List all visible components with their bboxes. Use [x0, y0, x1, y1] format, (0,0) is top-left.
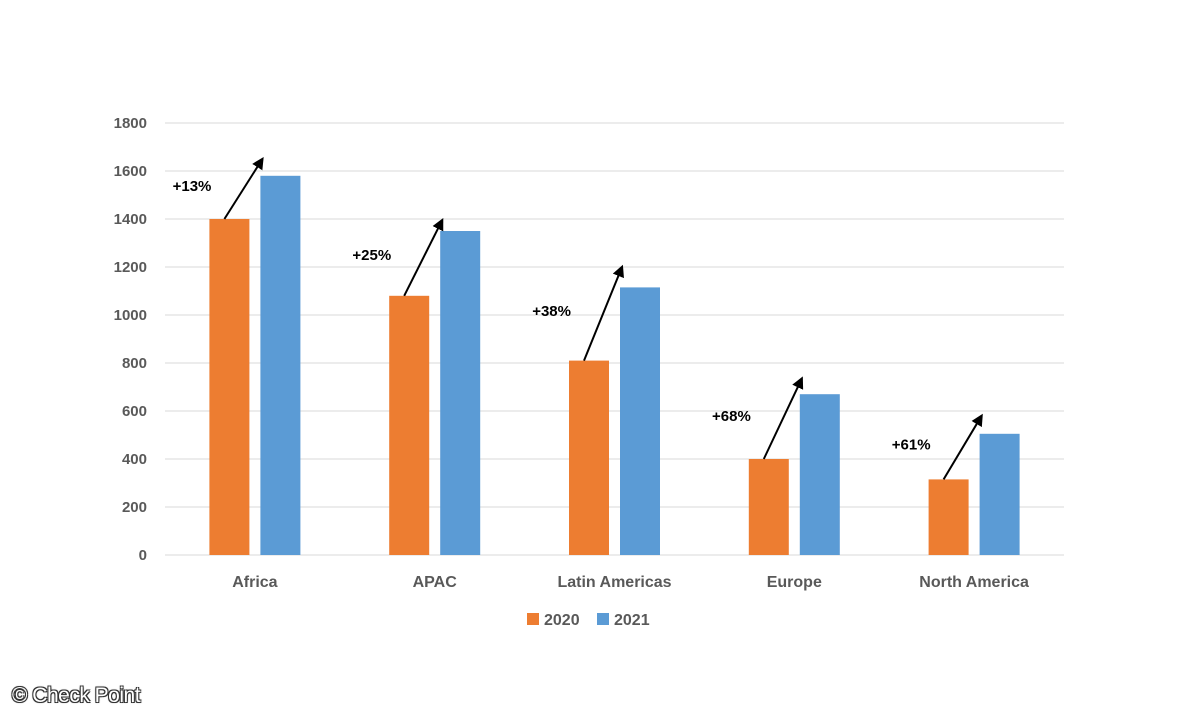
x-tick-label: Latin Americas — [557, 574, 671, 591]
growth-arrow — [942, 413, 983, 480]
growth-arrow — [403, 218, 444, 297]
y-tick-label: 200 — [122, 499, 147, 516]
growth-annotation: +25% — [352, 247, 391, 264]
x-tick-label: APAC — [413, 574, 458, 591]
y-tick-label: 400 — [122, 451, 147, 468]
legend-label: 2020 — [544, 612, 580, 629]
bar-2021-north-america — [979, 433, 1020, 555]
growth-annotation: +68% — [712, 408, 751, 425]
copyright-watermark: © Check Point — [12, 684, 141, 707]
bar-2020-europe — [748, 459, 789, 555]
y-tick-label: 600 — [122, 403, 147, 420]
bar-2020-latin-americas — [569, 360, 609, 555]
x-tick-label: North America — [919, 574, 1029, 591]
y-tick-label: 1000 — [114, 307, 147, 324]
growth-arrow — [583, 264, 624, 361]
legend-swatch-2021 — [597, 613, 609, 625]
x-tick-label: Africa — [232, 574, 277, 591]
growth-annotation: +61% — [892, 437, 931, 454]
y-tick-label: 0 — [139, 547, 147, 564]
y-tick-label: 1200 — [114, 259, 147, 276]
growth-arrow — [223, 156, 264, 220]
bar-2021-apac — [440, 231, 481, 555]
growth-annotation: +38% — [532, 303, 571, 320]
bar-2021-africa — [260, 175, 301, 556]
y-tick-label: 1600 — [114, 163, 147, 180]
legend-swatch-2020 — [527, 613, 539, 625]
growth-arrow — [762, 376, 804, 460]
bar-2020-africa — [209, 219, 250, 555]
x-tick-label: Europe — [767, 574, 822, 591]
bar-2020-north-america — [928, 479, 969, 555]
bar-2021-latin-americas — [620, 287, 660, 555]
legend-label: 2021 — [614, 612, 650, 629]
growth-annotation: +13% — [173, 178, 212, 195]
y-tick-label: 1400 — [114, 211, 147, 228]
y-tick-label: 800 — [122, 355, 147, 372]
y-tick-label: 1800 — [114, 115, 147, 132]
bar-2020-apac — [389, 295, 430, 555]
bar-2021-europe — [799, 394, 840, 555]
